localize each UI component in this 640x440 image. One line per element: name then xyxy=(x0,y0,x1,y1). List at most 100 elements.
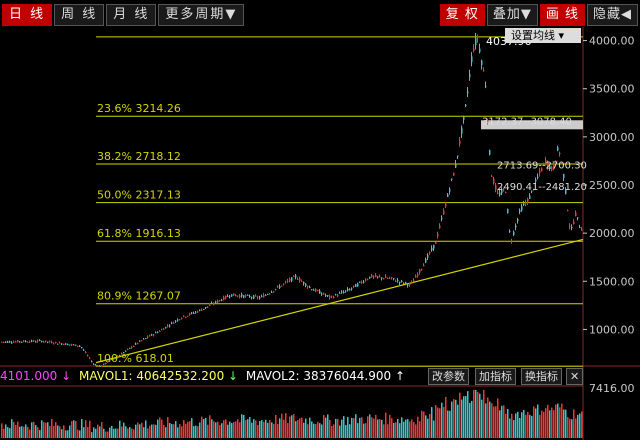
volume-bar xyxy=(573,409,575,438)
volume-bar xyxy=(475,390,477,438)
candle-body xyxy=(479,48,481,53)
volume-bar xyxy=(351,417,353,438)
volume-bar xyxy=(307,424,309,438)
tab-weekly[interactable]: 周 线 xyxy=(54,4,105,26)
more-periods-dropdown[interactable]: 更多周期▼ xyxy=(158,4,245,26)
volume-bar xyxy=(29,429,31,438)
volume-bar xyxy=(231,423,233,438)
overlay-dropdown[interactable]: 叠加▼ xyxy=(486,4,538,26)
candle-body xyxy=(141,340,143,342)
candle-body xyxy=(97,365,99,367)
hide-panel-button[interactable]: 隐藏◀ xyxy=(587,4,638,26)
volume-bar xyxy=(61,429,63,438)
candle-body xyxy=(429,252,431,254)
volume-bar xyxy=(269,420,271,438)
volume-bar xyxy=(415,424,417,438)
volume-bar xyxy=(287,423,289,438)
y-tick-label: 3500.00 xyxy=(589,83,635,96)
edit-params-button[interactable]: 改参数 xyxy=(428,368,469,385)
last-price: 4101.000 xyxy=(0,369,58,383)
candle-body xyxy=(371,274,373,278)
volume-bar xyxy=(489,401,491,438)
candle-body xyxy=(303,281,305,284)
candle-body xyxy=(357,283,359,287)
volume-bar xyxy=(23,426,25,438)
candle-body xyxy=(521,206,523,211)
volume-bar xyxy=(569,418,571,438)
candle-body xyxy=(5,341,7,343)
volume-bar xyxy=(317,421,319,438)
candle-body xyxy=(343,291,345,294)
tab-monthly[interactable]: 月 线 xyxy=(106,4,157,26)
candle-body xyxy=(485,85,487,87)
volume-bar xyxy=(15,424,17,438)
draw-line-button[interactable]: 画 线 xyxy=(539,4,585,26)
volume-bar xyxy=(113,428,115,438)
volume-bar xyxy=(353,418,355,438)
volume-bar xyxy=(163,424,165,438)
candle-body xyxy=(549,165,551,169)
candle-body xyxy=(401,280,403,282)
candle-body xyxy=(273,291,275,293)
candle-body xyxy=(495,185,497,190)
set-ma-dropdown[interactable]: 设置均线 ▾ xyxy=(505,28,581,43)
candle-body xyxy=(281,285,283,287)
candle-body xyxy=(211,303,213,305)
volume-axis-label: 7416.00 xyxy=(589,382,635,395)
candle-body xyxy=(193,312,195,314)
candle-body xyxy=(227,295,229,297)
volume-bar xyxy=(473,390,475,438)
volume-bar xyxy=(577,414,579,438)
candle-body xyxy=(103,363,105,365)
volume-bar xyxy=(513,420,515,438)
adjust-button[interactable]: 复 权 xyxy=(439,4,485,26)
candle-body xyxy=(263,294,265,298)
volume-bar xyxy=(195,425,197,438)
volume-bar xyxy=(55,422,57,438)
candle-body xyxy=(75,344,77,347)
candle-body xyxy=(267,294,269,296)
volume-bar xyxy=(571,419,573,438)
candle-body xyxy=(69,344,71,346)
volume-bar xyxy=(431,407,433,438)
candle-body xyxy=(271,291,273,293)
candle-body xyxy=(107,361,109,363)
candle-body xyxy=(471,56,473,63)
tab-daily[interactable]: 日 线 xyxy=(2,4,53,26)
candle-body xyxy=(45,340,47,343)
candle-body xyxy=(457,155,459,157)
close-icon[interactable]: ✕ xyxy=(566,368,584,385)
volume-bar xyxy=(211,419,213,438)
candle-body xyxy=(415,275,417,278)
fib-label: 38.2% 2718.12 xyxy=(97,150,181,163)
volume-bar xyxy=(377,419,379,438)
add-indicator-button[interactable]: 加指标 xyxy=(475,368,516,385)
candle-body xyxy=(465,104,467,106)
volume-bar xyxy=(233,422,235,438)
candle-body xyxy=(201,309,203,311)
volume-bar xyxy=(355,414,357,438)
candle-body xyxy=(43,341,45,343)
volume-bar xyxy=(65,430,67,438)
candle-body xyxy=(527,198,529,203)
candle-body xyxy=(259,297,261,299)
volume-bar xyxy=(81,419,83,438)
switch-indicator-button[interactable]: 换指标 xyxy=(521,368,562,385)
volume-bar xyxy=(247,419,249,438)
volume-bar xyxy=(471,400,473,438)
volume-bar xyxy=(541,410,543,438)
volume-bar xyxy=(105,431,107,438)
volume-bar xyxy=(491,403,493,438)
candle-body xyxy=(491,175,493,177)
volume-bar xyxy=(5,424,7,438)
volume-bar xyxy=(171,424,173,438)
candle-body xyxy=(317,290,319,292)
volume-bar xyxy=(99,426,101,438)
candle-body xyxy=(299,278,301,281)
candle-body xyxy=(499,192,501,196)
candle-body xyxy=(359,281,361,283)
candle-body xyxy=(475,38,477,46)
candle-body xyxy=(203,308,205,310)
candle-body xyxy=(25,341,27,343)
